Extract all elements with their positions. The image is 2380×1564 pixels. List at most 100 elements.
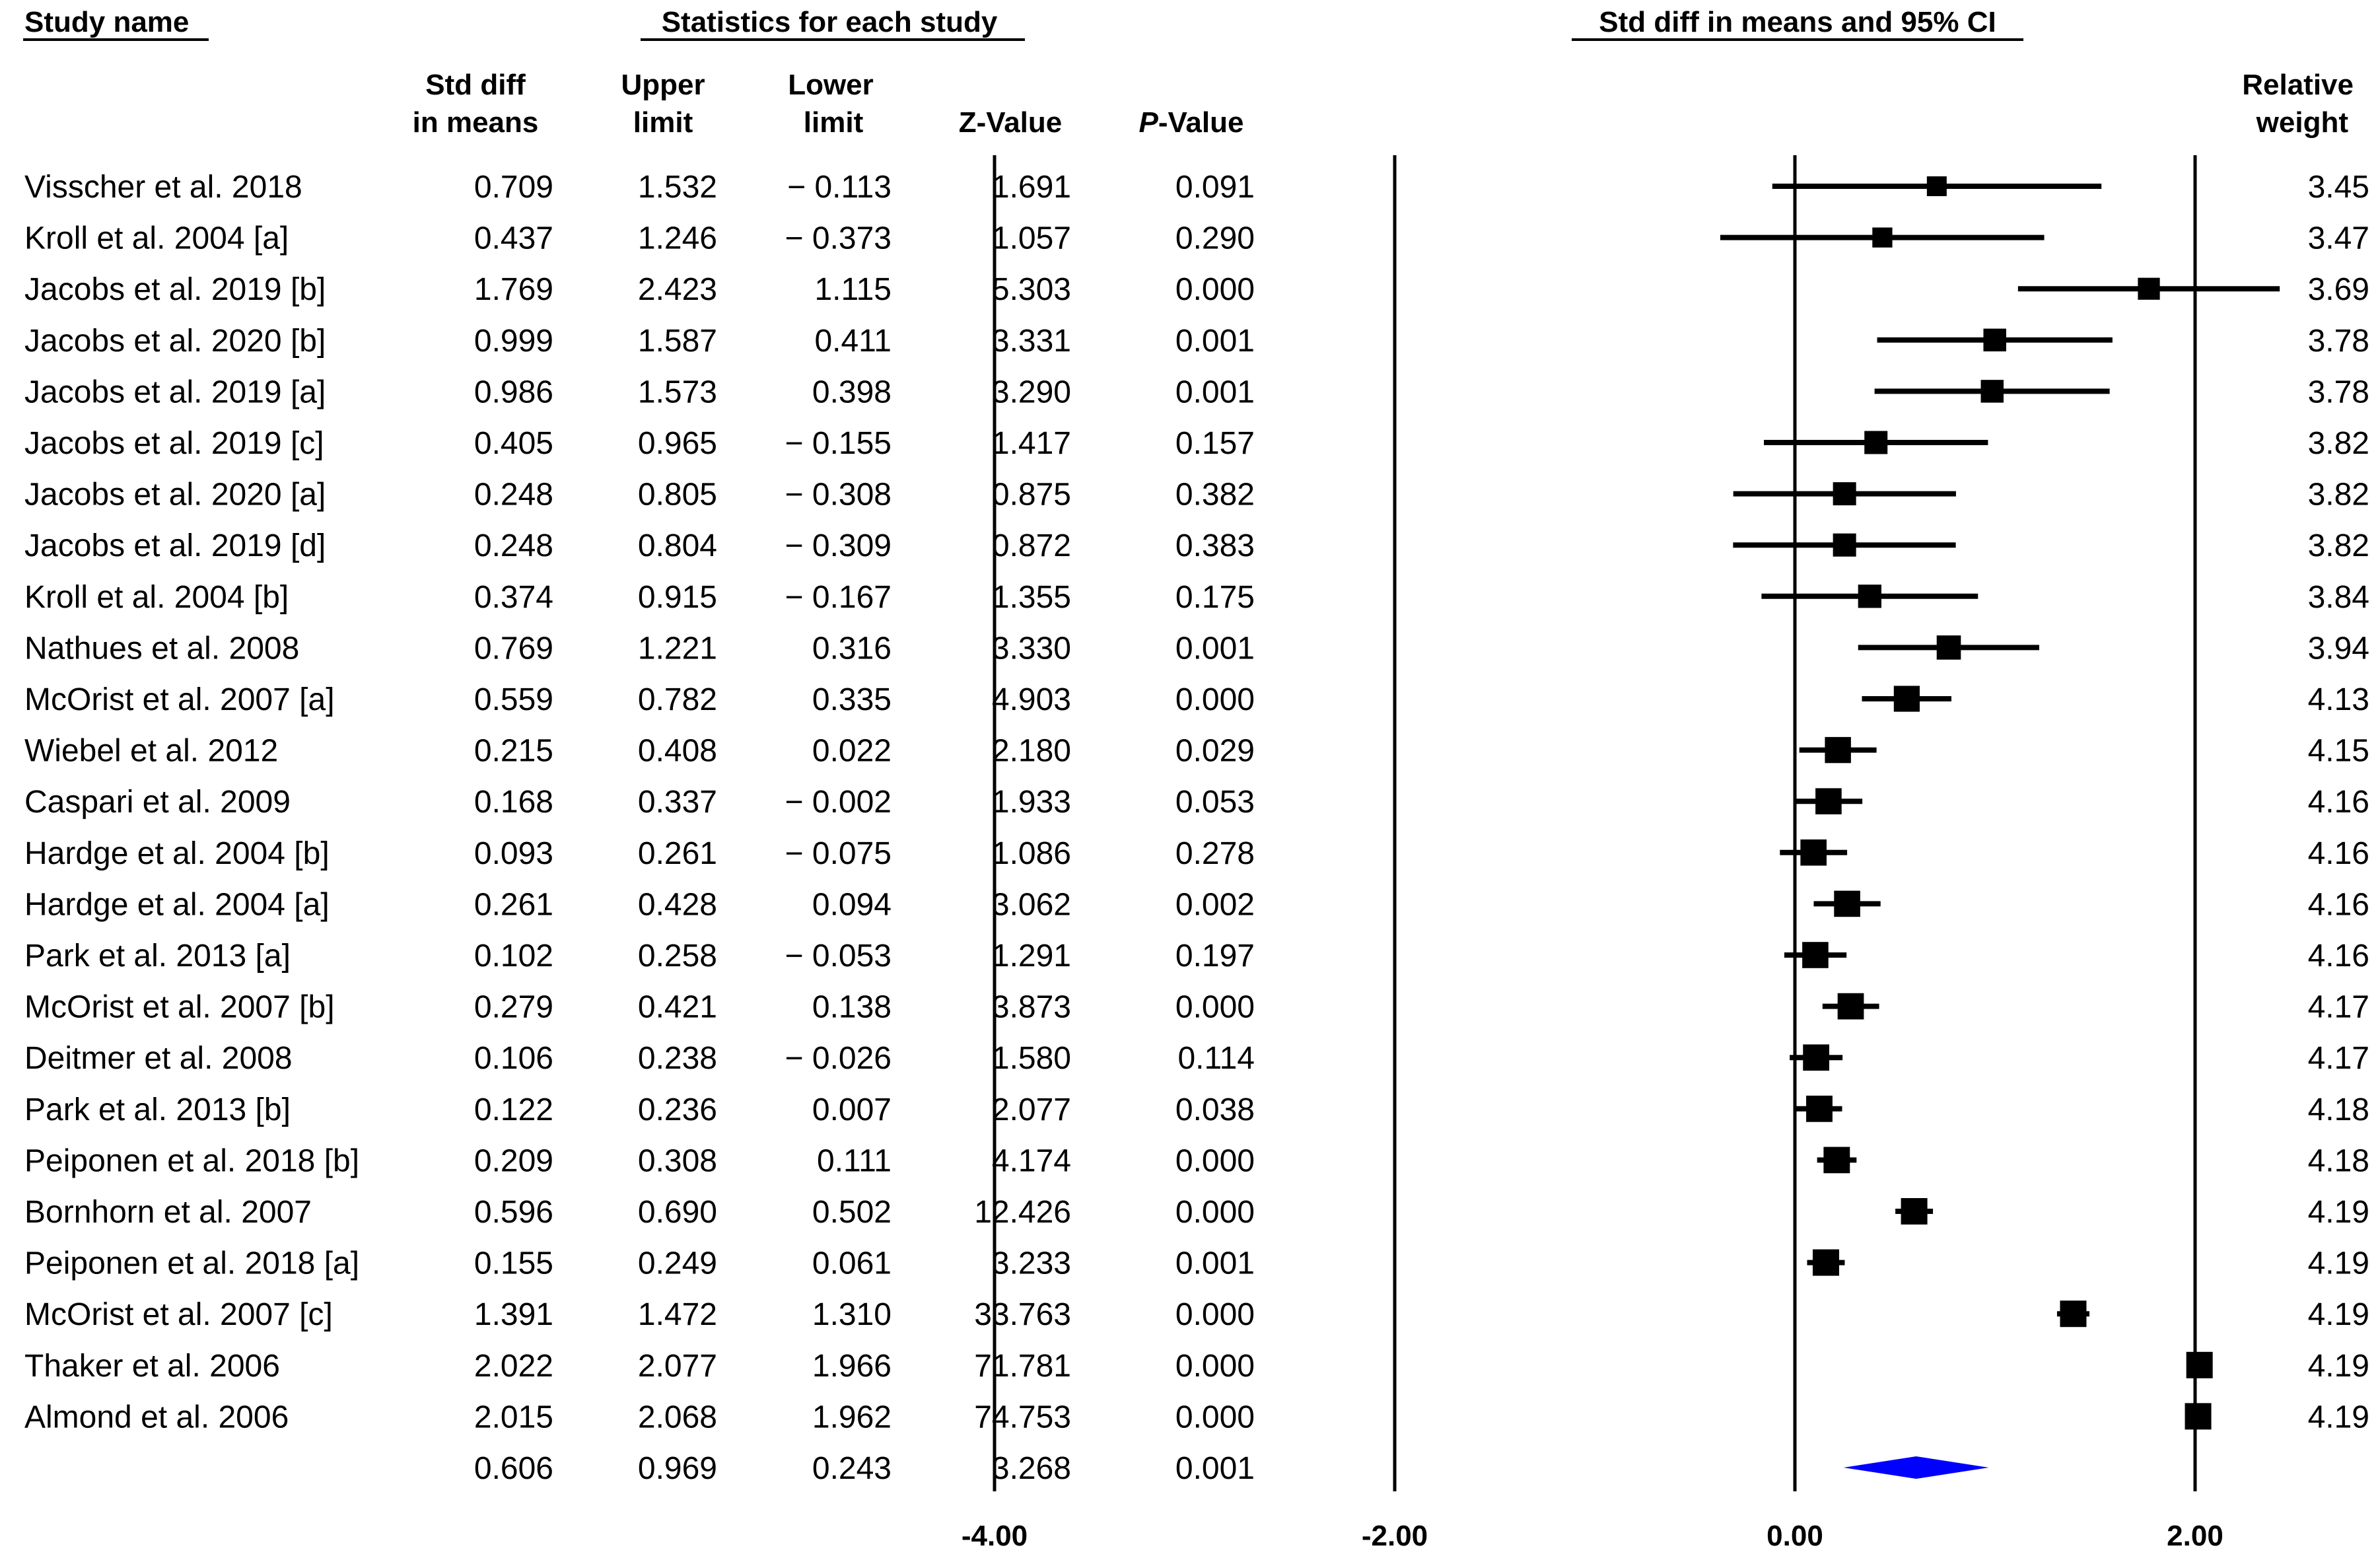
cell-z-value: 4.174	[992, 1143, 1071, 1178]
table-row: Jacobs et al. 2020 [b] 0.999 1.587 0.411 3.3…	[24, 324, 2369, 359]
cell-study-name: Park et al. 2013 [b]	[24, 1092, 291, 1127]
cell-p-value: 0.000	[1175, 272, 1255, 307]
cell-p-value: 0.157	[1175, 426, 1255, 461]
cell-upper-limit: 0.261	[638, 836, 717, 871]
cell-relative-weight: 4.16	[2308, 939, 2369, 974]
cell-relative-weight: 3.82	[2308, 528, 2369, 563]
cell-study-name: Visscher et al. 2018	[24, 170, 302, 205]
plot-area: -4.00-2.000.002.004.00	[962, 155, 2280, 1552]
cell-lower-limit: − 0.308	[785, 478, 892, 513]
cell-study-name: McOrist et al. 2007 [c]	[24, 1297, 333, 1332]
point-estimate	[1833, 533, 1856, 557]
cell-z-value: 3.062	[992, 887, 1071, 922]
point-estimate	[1983, 328, 2006, 352]
point-estimate	[2185, 1403, 2212, 1430]
x-tick-label: 0.00	[1767, 1520, 1823, 1552]
cell-relative-weight: 4.19	[2308, 1349, 2369, 1384]
cell-lower-limit: − 0.113	[787, 170, 892, 205]
table-row: McOrist et al. 2007 [c] 1.391 1.472 1.310 33…	[24, 1297, 2369, 1332]
cell-lower-limit: 0.111	[817, 1143, 892, 1178]
col-p-value: P-Value	[1139, 106, 1244, 139]
point-estimate	[1980, 380, 2004, 403]
point-estimate	[1864, 431, 1888, 454]
cell-relative-weight: 3.94	[2308, 631, 2369, 666]
summary-row: 0.606 0.969 0.243 3.268 0.001	[474, 1451, 1255, 1486]
cell-z-value: 1.086	[992, 836, 1071, 871]
cell-z-value: 71.781	[974, 1349, 1071, 1384]
cell-std-diff: 0.261	[474, 887, 553, 922]
point-estimate	[1936, 635, 1961, 660]
point-estimate	[1833, 482, 1856, 506]
table-row: Kroll et al. 2004 [b] 0.374 0.915 − 0.167 1.…	[24, 580, 2369, 615]
cell-z-value: 3.233	[992, 1246, 1071, 1281]
cell-p-value: 0.000	[1175, 682, 1255, 717]
col-p-italic: P	[1139, 106, 1159, 139]
cell-study-name: Park et al. 2013 [a]	[24, 939, 291, 974]
cell-relative-weight: 4.19	[2308, 1400, 2369, 1435]
cell-upper-limit: 0.238	[638, 1041, 717, 1076]
cell-upper-limit: 1.221	[638, 631, 717, 666]
point-estimate	[1803, 1044, 1829, 1071]
x-tick-label: -2.00	[1362, 1520, 1428, 1552]
table-row: Jacobs et al. 2019 [a] 0.986 1.573 0.398 3.2…	[24, 374, 2369, 409]
cell-relative-weight: 4.16	[2308, 785, 2369, 820]
cell-study-name: Hardge et al. 2004 [a]	[24, 887, 330, 922]
cell-lower-limit: 0.502	[812, 1195, 892, 1230]
cell-study-name: Jacobs et al. 2020 [a]	[24, 478, 326, 513]
cell-p-value: 0.029	[1175, 734, 1255, 769]
cell-study-name: McOrist et al. 2007 [a]	[24, 682, 335, 717]
cell-std-diff: 0.248	[474, 478, 553, 513]
cell-p-value: 0.001	[1175, 631, 1255, 666]
header-study-name: Study name	[24, 6, 189, 38]
cell-p-value: 0.290	[1175, 221, 1255, 256]
col-std-diff-line2: in means	[413, 106, 539, 139]
point-estimate	[1825, 736, 1851, 764]
col-p-rest: -Value	[1158, 106, 1244, 139]
cell-z-value: 0.875	[992, 478, 1071, 513]
cell-std-diff: 0.209	[474, 1143, 553, 1178]
cell-lower-limit: 0.411	[814, 324, 892, 359]
cell-upper-limit: 1.472	[638, 1297, 717, 1332]
cell-study-name: Peiponen et al. 2018 [b]	[24, 1143, 359, 1178]
point-estimate	[1837, 993, 1864, 1020]
cell-study-name: Peiponen et al. 2018 [a]	[24, 1246, 359, 1281]
table-row: Peiponen et al. 2018 [b] 0.209 0.308 0.111 4…	[24, 1143, 2369, 1178]
cell-relative-weight: 4.19	[2308, 1297, 2369, 1332]
cell-relative-weight: 3.47	[2308, 221, 2369, 256]
cell-std-diff: 0.155	[474, 1246, 553, 1281]
summary-cell-std-diff: 0.606	[474, 1451, 553, 1486]
cell-upper-limit: 0.308	[638, 1143, 717, 1178]
cell-p-value: 0.197	[1175, 939, 1255, 974]
table-row: Hardge et al. 2004 [a] 0.261 0.428 0.094 3.0…	[24, 887, 2369, 922]
cell-std-diff: 0.437	[474, 221, 553, 256]
cell-upper-limit: 2.077	[638, 1349, 717, 1384]
cell-lower-limit: 1.310	[812, 1297, 892, 1332]
cell-std-diff: 0.374	[474, 580, 553, 615]
cell-p-value: 0.000	[1175, 1400, 1255, 1435]
cell-upper-limit: 0.421	[638, 990, 717, 1025]
cell-relative-weight: 4.18	[2308, 1092, 2369, 1127]
point-estimate	[1834, 890, 1860, 917]
cell-p-value: 0.053	[1175, 785, 1255, 820]
point-estimate	[2138, 277, 2160, 300]
cell-std-diff: 2.015	[474, 1400, 553, 1435]
cell-upper-limit: 0.258	[638, 939, 717, 974]
summary-cell-p-value: 0.001	[1175, 1451, 1255, 1486]
cell-lower-limit: 0.335	[812, 682, 892, 717]
cell-lower-limit: 0.316	[812, 631, 892, 666]
summary-cell-upper-limit: 0.969	[638, 1451, 717, 1486]
table-row: Wiebel et al. 2012 0.215 0.408 0.022 2.180 0.…	[24, 734, 2369, 769]
cell-study-name: Caspari et al. 2009	[24, 785, 291, 820]
summary-diamond	[1843, 1456, 1989, 1479]
cell-relative-weight: 3.78	[2308, 324, 2369, 359]
cell-lower-limit: − 0.053	[785, 939, 892, 974]
cell-p-value: 0.001	[1175, 1246, 1255, 1281]
cell-z-value: 12.426	[974, 1195, 1071, 1230]
cell-z-value: 1.933	[992, 785, 1071, 820]
table-row: Thaker et al. 2006 2.022 2.077 1.966 71.781 0…	[24, 1349, 2369, 1384]
cell-z-value: 3.290	[992, 374, 1071, 409]
cell-study-name: Nathues et al. 2008	[24, 631, 299, 666]
cell-p-value: 0.000	[1175, 1349, 1255, 1384]
cell-lower-limit: − 0.373	[785, 221, 892, 256]
